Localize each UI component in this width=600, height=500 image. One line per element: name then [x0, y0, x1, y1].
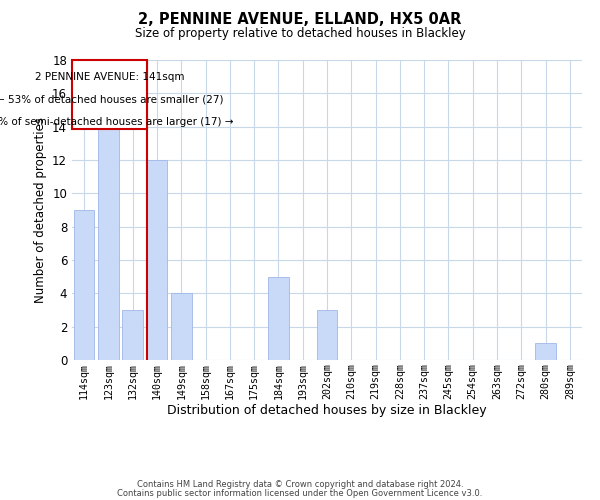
Bar: [74, 210, 94, 360]
Bar: [268, 276, 289, 360]
Text: 33% of semi-detached houses are larger (17) →: 33% of semi-detached houses are larger (…: [0, 117, 233, 127]
Bar: [98, 110, 119, 360]
Text: Contains public sector information licensed under the Open Government Licence v3: Contains public sector information licen…: [118, 488, 482, 498]
Text: 2 PENNINE AVENUE: 141sqm: 2 PENNINE AVENUE: 141sqm: [35, 72, 184, 82]
Bar: [122, 310, 143, 360]
Text: Contains HM Land Registry data © Crown copyright and database right 2024.: Contains HM Land Registry data © Crown c…: [137, 480, 463, 489]
X-axis label: Distribution of detached houses by size in Blackley: Distribution of detached houses by size …: [167, 404, 487, 417]
FancyBboxPatch shape: [72, 60, 146, 129]
Bar: [535, 344, 556, 360]
Text: ← 53% of detached houses are smaller (27): ← 53% of detached houses are smaller (27…: [0, 94, 223, 104]
Bar: [171, 294, 191, 360]
Y-axis label: Number of detached properties: Number of detached properties: [34, 117, 47, 303]
Text: Size of property relative to detached houses in Blackley: Size of property relative to detached ho…: [134, 28, 466, 40]
Bar: [317, 310, 337, 360]
Text: 2, PENNINE AVENUE, ELLAND, HX5 0AR: 2, PENNINE AVENUE, ELLAND, HX5 0AR: [139, 12, 461, 28]
Bar: [146, 160, 167, 360]
